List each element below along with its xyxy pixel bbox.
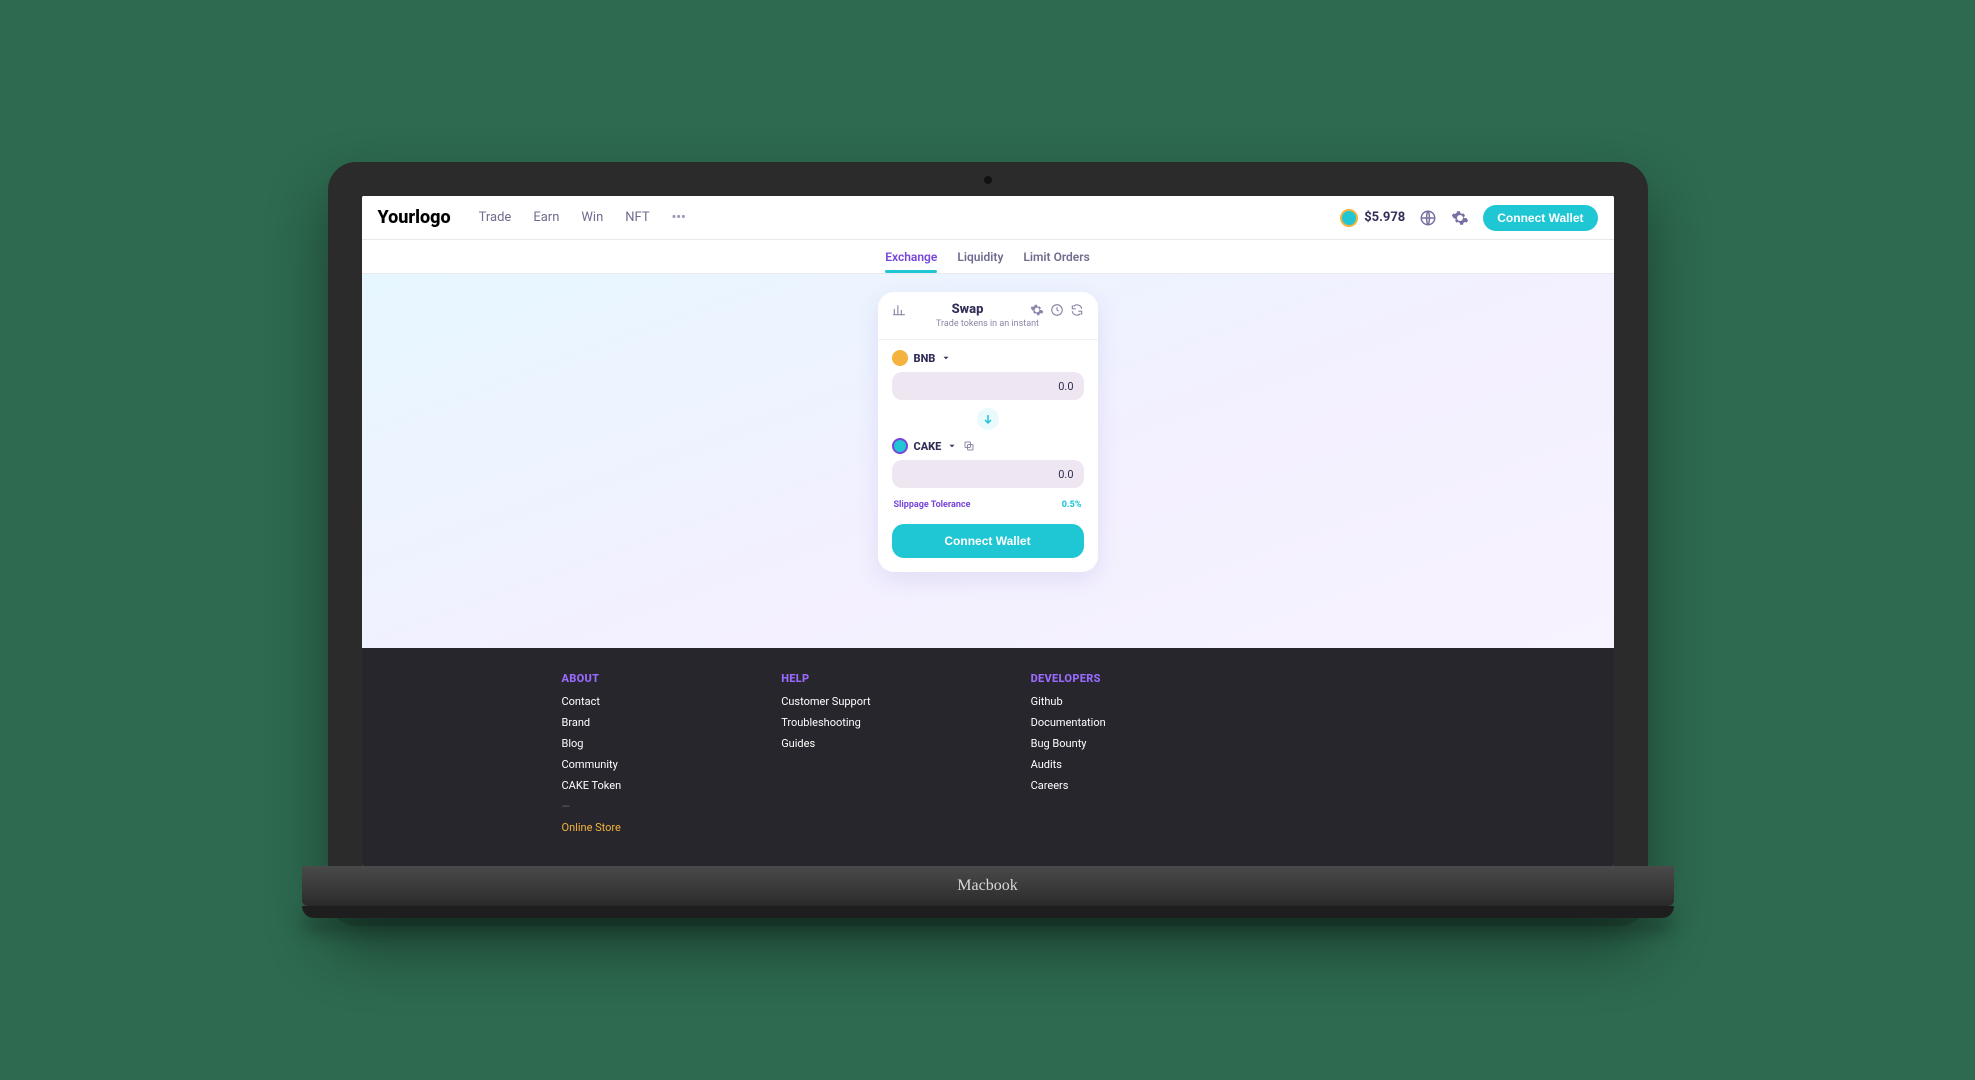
slippage-label: Slippage Tolerance: [894, 500, 971, 510]
slippage-value: 0.5%: [1062, 500, 1082, 510]
token-price[interactable]: $5.978: [1340, 209, 1405, 227]
laptop-frame: Yourlogo Trade Earn Win NFT ••• $5.978 C…: [328, 162, 1648, 918]
nav-links: Trade Earn Win NFT •••: [479, 210, 686, 225]
from-amount-value: 0.0: [1058, 380, 1073, 393]
footer-link-careers[interactable]: Careers: [1031, 779, 1106, 792]
nav-win[interactable]: Win: [581, 210, 603, 225]
sub-tabs: Exchange Liquidity Limit Orders: [362, 240, 1614, 274]
footer-help-col: HELP Customer Support Troubleshooting Gu…: [781, 672, 870, 842]
footer-link-cake-token[interactable]: CAKE Token: [562, 779, 622, 792]
swap-subtitle: Trade tokens in an instant: [892, 319, 1084, 329]
cake-icon: [892, 438, 908, 454]
gear-icon[interactable]: [1030, 303, 1044, 317]
chevron-down-icon: [947, 441, 957, 451]
swap-direction-button[interactable]: [977, 408, 999, 430]
connect-wallet-button[interactable]: Connect Wallet: [892, 524, 1084, 558]
footer-link-github[interactable]: Github: [1031, 695, 1106, 708]
tab-limit-orders[interactable]: Limit Orders: [1023, 250, 1089, 264]
camera-dot: [984, 176, 992, 184]
screen: Yourlogo Trade Earn Win NFT ••• $5.978 C…: [362, 196, 1614, 866]
top-right: $5.978 Connect Wallet: [1340, 205, 1597, 231]
footer-link-community[interactable]: Community: [562, 758, 622, 771]
footer-link-contact[interactable]: Contact: [562, 695, 622, 708]
nav-more-icon[interactable]: •••: [672, 210, 686, 225]
from-token-symbol: BNB: [914, 352, 936, 365]
footer-link-guides[interactable]: Guides: [781, 737, 870, 750]
laptop-base: Macbook: [302, 866, 1674, 906]
to-token-selector[interactable]: CAKE: [892, 438, 1084, 454]
connect-wallet-button[interactable]: Connect Wallet: [1483, 205, 1597, 231]
to-token-symbol: CAKE: [914, 440, 942, 453]
laptop-label: Macbook: [957, 877, 1017, 895]
gear-icon[interactable]: [1451, 209, 1469, 227]
footer-help-heading: HELP: [781, 672, 870, 685]
copy-icon[interactable]: [963, 440, 975, 452]
footer-developers-heading: DEVELOPERS: [1031, 672, 1106, 685]
swap-card-header: Swap Trade tokens in an instant: [878, 292, 1098, 340]
chart-icon[interactable]: [892, 303, 906, 317]
footer-divider-dash: —: [562, 800, 622, 813]
laptop-foot: [302, 906, 1674, 918]
nav-earn[interactable]: Earn: [533, 210, 559, 225]
footer-link-bugbounty[interactable]: Bug Bounty: [1031, 737, 1106, 750]
tab-exchange[interactable]: Exchange: [885, 250, 937, 264]
bnb-icon: [892, 350, 908, 366]
main-area: Swap Trade tokens in an instant BNB: [362, 274, 1614, 648]
slippage-row: Slippage Tolerance 0.5%: [892, 500, 1084, 510]
history-icon[interactable]: [1050, 303, 1064, 317]
to-amount-value: 0.0: [1058, 468, 1073, 481]
footer: ABOUT Contact Brand Blog Community CAKE …: [362, 648, 1614, 866]
footer-link-audits[interactable]: Audits: [1031, 758, 1106, 771]
footer-link-documentation[interactable]: Documentation: [1031, 716, 1106, 729]
footer-about-col: ABOUT Contact Brand Blog Community CAKE …: [562, 672, 622, 842]
footer-link-troubleshooting[interactable]: Troubleshooting: [781, 716, 870, 729]
chevron-down-icon: [941, 353, 951, 363]
footer-link-brand[interactable]: Brand: [562, 716, 622, 729]
footer-developers-col: DEVELOPERS Github Documentation Bug Boun…: [1031, 672, 1106, 842]
to-amount-input[interactable]: 0.0: [892, 460, 1084, 488]
footer-link-online-store[interactable]: Online Store: [562, 821, 622, 834]
swap-title: Swap: [906, 302, 1030, 317]
arrow-down-icon: [982, 413, 994, 425]
from-token-selector[interactable]: BNB: [892, 350, 1084, 366]
footer-link-support[interactable]: Customer Support: [781, 695, 870, 708]
logo[interactable]: Yourlogo: [378, 207, 451, 228]
swap-head-icons: [1030, 303, 1084, 317]
swap-card: Swap Trade tokens in an instant BNB: [878, 292, 1098, 572]
globe-icon[interactable]: [1419, 209, 1437, 227]
footer-link-blog[interactable]: Blog: [562, 737, 622, 750]
from-amount-input[interactable]: 0.0: [892, 372, 1084, 400]
refresh-icon[interactable]: [1070, 303, 1084, 317]
tab-liquidity[interactable]: Liquidity: [957, 250, 1003, 264]
footer-about-heading: ABOUT: [562, 672, 622, 685]
nav-nft[interactable]: NFT: [625, 210, 649, 225]
top-nav: Yourlogo Trade Earn Win NFT ••• $5.978 C…: [362, 196, 1614, 240]
cake-icon: [1340, 209, 1358, 227]
swap-body: BNB 0.0 CAKE: [878, 340, 1098, 572]
nav-trade[interactable]: Trade: [479, 210, 512, 225]
token-price-value: $5.978: [1364, 210, 1405, 225]
